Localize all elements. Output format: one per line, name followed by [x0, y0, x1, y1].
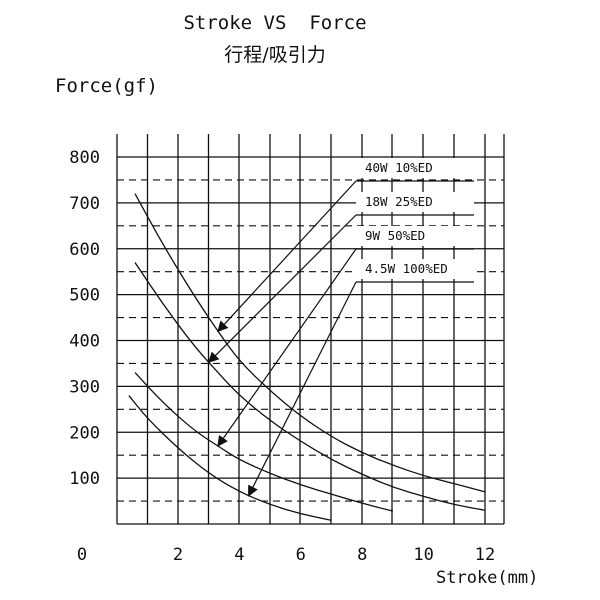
legend-label: 40W 10%ED: [365, 160, 433, 175]
x-tick-label: 0: [77, 545, 87, 565]
legend-arrow-3: [217, 248, 357, 447]
series-line-4: [128, 395, 332, 521]
chart-title: Stroke VS Force: [183, 12, 367, 34]
y-axis-label: Force(gf): [55, 75, 158, 97]
y-tick-label: 400: [69, 332, 100, 352]
series-line-3: [134, 372, 394, 512]
legend-arrow-2: [207, 214, 357, 364]
legend: 40W 10%ED 18W 25%ED 9W 50%ED 4.5W 100%ED: [356, 158, 474, 283]
legend-label: 4.5W 100%ED: [365, 261, 448, 276]
y-tick-label: 200: [69, 423, 100, 443]
y-tick-label: 500: [69, 286, 100, 306]
legend-box: [356, 192, 474, 212]
legend-arrow-1: [217, 180, 357, 333]
y-tick-label: 600: [69, 240, 100, 260]
legend-label: 18W 25%ED: [365, 194, 433, 209]
legend-label: 9W 50%ED: [365, 228, 425, 243]
series-group: [128, 180, 486, 521]
legend-box: [356, 259, 474, 279]
legend-arrow-4: [248, 281, 357, 497]
chart-subtitle: 行程/吸引力: [224, 44, 326, 66]
y-tick-label: 800: [69, 148, 100, 168]
x-axis-label: Stroke(mm): [436, 568, 539, 588]
x-tick-label: 6: [296, 545, 306, 565]
y-tick-label: 300: [69, 377, 100, 397]
x-tick-label: 8: [357, 545, 367, 565]
x-tick-label: 2: [173, 545, 183, 565]
grid: [116, 134, 505, 525]
series-line-1: [134, 193, 486, 493]
legend-box: [356, 158, 474, 178]
x-tick-label: 12: [475, 545, 495, 565]
legend-box: [356, 226, 474, 246]
axis-ticks: 100 200 300 400 500 600 700 800 0 2 4 6 8 10 12: [69, 148, 495, 565]
y-tick-label: 700: [69, 194, 100, 214]
x-tick-label: 4: [234, 545, 244, 565]
series-line-2: [134, 262, 486, 511]
x-tick-label: 10: [413, 545, 433, 565]
y-tick-label: 100: [69, 469, 100, 489]
